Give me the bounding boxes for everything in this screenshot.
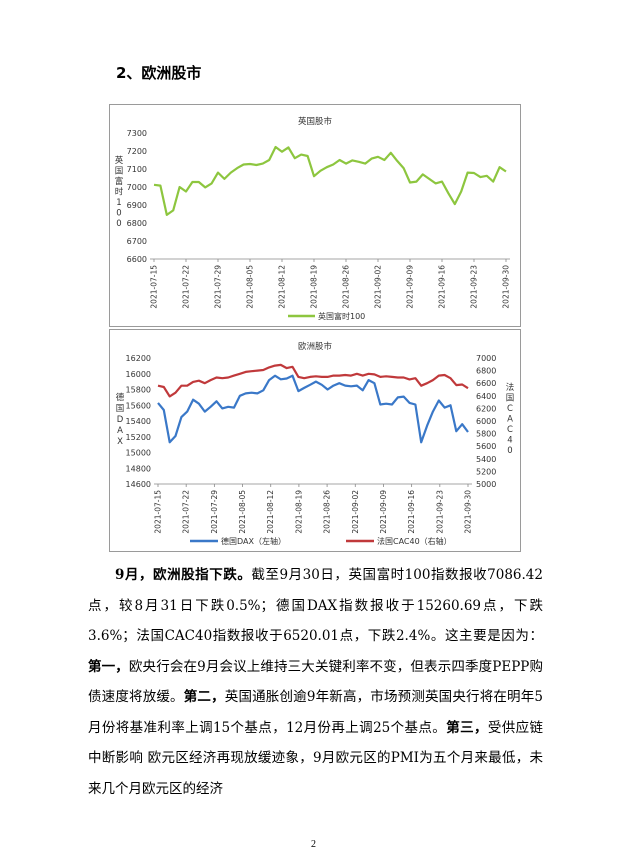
left-y-axis-label-char: 德	[116, 392, 125, 403]
x-tick-label: 2021-07-15	[154, 490, 163, 534]
left-y-tick-label: 14800	[126, 464, 151, 473]
section-heading: 2、欧洲股市	[116, 64, 202, 82]
right-y-tick-label: 6200	[476, 404, 496, 413]
y-axis-label-char: 0	[116, 209, 121, 219]
left-y-tick-label: 15600	[126, 401, 151, 410]
y-tick-label: 6600	[127, 255, 147, 264]
x-tick-label: 2021-09-09	[379, 490, 388, 534]
left-y-axis-label-char: D	[117, 415, 124, 425]
x-tick-label: 2021-07-15	[150, 265, 159, 309]
x-tick-label: 2021-08-26	[323, 490, 332, 534]
right-y-tick-label: 6000	[476, 417, 496, 426]
x-tick-label: 2021-08-19	[310, 265, 319, 309]
right-y-tick-label: 5200	[476, 467, 496, 476]
y-tick-label: 7200	[127, 147, 147, 156]
right-y-axis-label-char: C	[507, 404, 513, 414]
left-y-tick-label: 15400	[126, 417, 151, 426]
x-tick-label: 2021-08-26	[342, 265, 351, 309]
y-axis-label-char: 富	[115, 176, 124, 187]
uk-stock-chart-svg: 英国股市 6600 6700 6800 6900 7000 7100 7200 7300 英国富时…	[115, 116, 511, 321]
europe-stock-chart: 欧洲股市 14600 14800 15000 15200 15400 15600 15800 1…	[109, 329, 521, 552]
legend-label: 英国富时100	[318, 311, 365, 321]
y-axis-label-char: 英	[115, 155, 124, 166]
x-tick-label: 2021-09-16	[438, 265, 447, 309]
point-three-label: 第三，	[446, 719, 488, 736]
y-axis-label-char: 1	[116, 198, 121, 208]
x-tick-label: 2021-09-02	[374, 265, 383, 309]
left-y-axis-label-char: 国	[116, 404, 125, 414]
left-y-tick-label: 16200	[126, 354, 151, 363]
left-y-axis-label-char: A	[117, 426, 123, 436]
x-tick-label: 2021-08-05	[238, 490, 247, 534]
right-y-axis-label-char: C	[507, 425, 513, 435]
y-tick-label: 7100	[127, 165, 147, 174]
x-tick-label: 2021-07-22	[182, 490, 191, 534]
right-y-tick-label: 5400	[476, 455, 496, 464]
right-y-tick-label: 5800	[476, 430, 496, 439]
y-tick-label: 6900	[127, 201, 147, 210]
chart-title: 欧洲股市	[298, 341, 333, 352]
point-three-text: 受供应链中断影响 欧元区经济再现放缓迹象，9月欧元区的PMI为五个月来最低，未来…	[88, 719, 544, 797]
right-y-tick-label: 6400	[476, 392, 496, 401]
y-axis-label-char: 国	[115, 167, 124, 177]
x-tick-label: 2021-09-30	[464, 490, 473, 534]
x-tick-label: 2021-09-30	[502, 265, 511, 309]
x-tick-label: 2021-08-12	[266, 490, 275, 534]
point-one-label: 第一，	[88, 658, 129, 675]
left-y-tick-label: 16000	[126, 370, 151, 379]
x-tick-label: 2021-08-19	[294, 490, 303, 534]
right-y-axis-label-char: 法	[506, 382, 515, 393]
paragraph-text-1: 截至9月30日，英国富时100指数报收7086.42点，较8月31日下跌0.5%…	[88, 567, 543, 644]
legend-label-cac40: 法国CAC40（右轴）	[377, 536, 452, 546]
left-y-axis-label-char: X	[117, 437, 123, 447]
chart-title: 英国股市	[298, 116, 333, 127]
right-y-axis-label-char: 4	[507, 436, 512, 446]
x-tick-label: 2021-07-22	[182, 265, 191, 309]
right-y-tick-label: 5000	[476, 480, 496, 489]
y-tick-label: 7300	[127, 129, 147, 138]
uk-stock-chart: 英国股市 6600 6700 6800 6900 7000 7100 7200 7300 英国富时…	[109, 104, 521, 327]
x-tick-label: 2021-09-16	[407, 490, 416, 534]
right-y-tick-label: 6800	[476, 367, 496, 376]
x-tick-label: 2021-08-05	[246, 265, 255, 309]
x-tick-label: 2021-09-23	[470, 265, 479, 309]
y-tick-label: 7000	[127, 183, 147, 192]
y-tick-label: 6700	[127, 237, 147, 246]
series-line-cac40	[157, 363, 469, 398]
y-axis-label-char: 0	[116, 219, 121, 229]
point-two-text: 英国通胀创逾9年新高，市场预测英国央行将在明年5月份将基准利率上调15个基点，1…	[88, 689, 543, 736]
right-y-axis-label-char: 国	[506, 394, 515, 404]
point-two-label: 第二，	[183, 689, 225, 705]
x-tick-label: 2021-08-12	[278, 265, 287, 309]
right-y-tick-label: 6600	[476, 379, 496, 388]
legend-label-dax: 德国DAX（左轴）	[221, 536, 286, 546]
x-tick-label: 2021-07-29	[210, 490, 219, 534]
left-y-tick-label: 15800	[126, 386, 151, 395]
right-y-tick-label: 5600	[476, 442, 496, 451]
left-y-tick-label: 14600	[126, 480, 151, 489]
page-number: 2	[311, 839, 316, 850]
y-tick-label: 6800	[127, 219, 147, 228]
europe-stock-chart-svg: 欧洲股市 14600 14800 15000 15200 15400 15600 15800 1…	[116, 341, 515, 546]
right-y-tick-label: 7000	[476, 354, 496, 363]
body-paragraph: 9月，欧洲股指下跌。截至9月30日，英国富时100指数报收7086.42点，较8…	[88, 560, 543, 804]
x-tick-label: 2021-07-29	[214, 265, 223, 309]
y-axis-label-char: 时	[115, 187, 124, 198]
point-one-text: 欧央行会在9月会议上维持三大关键利率不变，但表示四季度PEPP购债速度将放缓。	[88, 658, 543, 706]
paragraph-lead: 9月，欧洲股指下跌。	[115, 567, 252, 583]
right-y-axis-label-char: 0	[507, 446, 512, 456]
x-tick-label: 2021-09-23	[435, 490, 444, 534]
series-line-ftse100	[153, 145, 507, 217]
left-y-tick-label: 15000	[126, 449, 151, 458]
series-line-dax	[157, 374, 469, 444]
left-y-tick-label: 15200	[126, 433, 151, 442]
x-tick-label: 2021-09-09	[406, 265, 415, 309]
right-y-axis-label-char: A	[507, 415, 513, 425]
x-tick-label: 2021-09-02	[351, 490, 360, 534]
